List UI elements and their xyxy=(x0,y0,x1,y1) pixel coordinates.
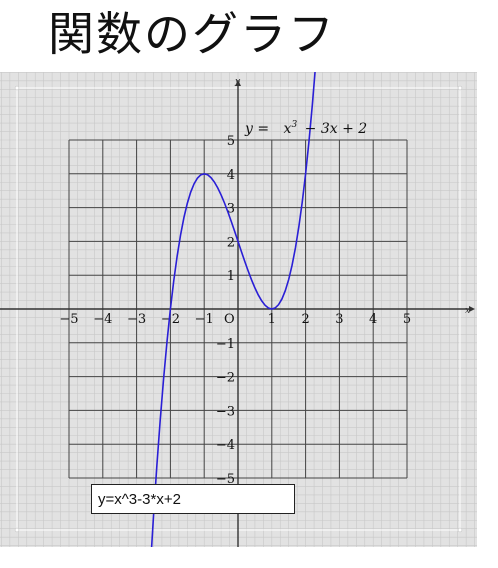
graph-panel[interactable]: −5 −4 −3 −2 −1 1 2 3 4 5 −5 −4 −3 −2 −1 1 2 3 4 5 y = x3 − … xyxy=(0,72,477,547)
x-tick-label: 5 xyxy=(403,312,411,327)
y-tick-label: 5 xyxy=(227,134,235,149)
x-tick-label: 1 xyxy=(268,312,276,327)
x-tick-label: 4 xyxy=(369,312,377,327)
x-tick-label: −1 xyxy=(195,312,214,327)
equation-label: y = x3 − 3x + 2 xyxy=(244,120,367,137)
resize-handle[interactable] xyxy=(458,528,462,532)
resize-handle[interactable] xyxy=(15,86,19,90)
resize-handle[interactable] xyxy=(458,86,462,90)
x-tick-label: −4 xyxy=(93,312,112,327)
formula-input[interactable] xyxy=(91,484,295,514)
x-tick-label: −3 xyxy=(127,312,146,327)
y-tick-label: 4 xyxy=(227,168,235,183)
y-tick-label: −2 xyxy=(216,371,235,386)
resize-handle[interactable] xyxy=(15,528,19,532)
origin-label: O xyxy=(224,312,235,327)
y-tick-label: −4 xyxy=(216,438,235,453)
page-title: 関数のグラフ xyxy=(48,2,448,66)
x-tick-label: 2 xyxy=(301,312,309,327)
x-tick-label: −5 xyxy=(59,312,78,327)
y-tick-label: −3 xyxy=(216,404,235,419)
x-axis-label: x xyxy=(465,306,470,316)
y-tick-label: 1 xyxy=(227,269,235,284)
y-tick-label: −1 xyxy=(216,337,235,352)
y-axis-label: y xyxy=(234,77,241,87)
x-tick-label: 3 xyxy=(335,312,343,327)
y-tick-label: 2 xyxy=(227,235,235,250)
